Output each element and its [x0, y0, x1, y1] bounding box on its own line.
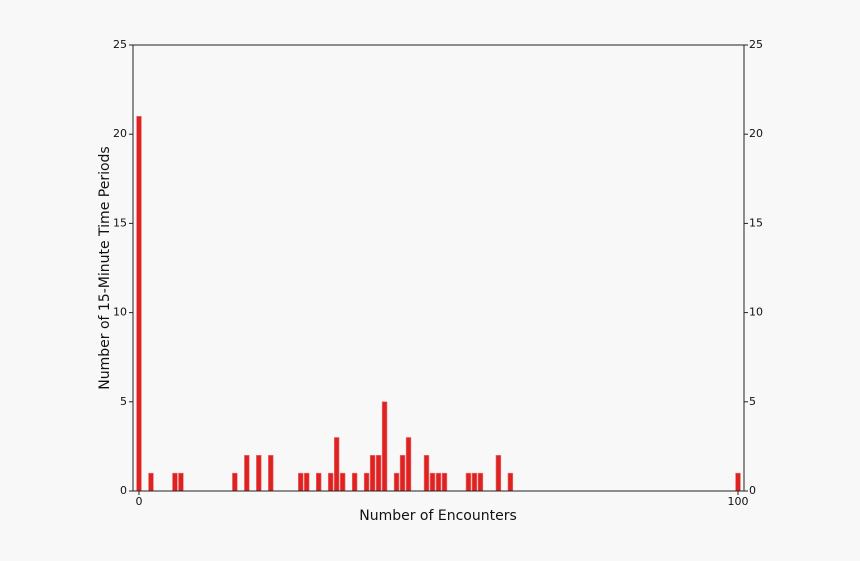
y2-tick-label: 15 [749, 216, 763, 229]
bar [136, 116, 142, 492]
bar [495, 455, 502, 492]
bar [339, 472, 346, 492]
bar [268, 455, 274, 492]
plot-frame [132, 44, 745, 492]
y-tick-label: 15 [113, 216, 127, 229]
bar [172, 472, 178, 492]
bar [315, 472, 322, 492]
x-tick-label: 0 [135, 495, 142, 508]
bar [369, 455, 376, 492]
bar [471, 472, 478, 492]
y-tick-label: 25 [113, 38, 127, 51]
bar [333, 437, 340, 492]
y-tick-label: 5 [120, 395, 127, 408]
y2-tick-label: 10 [749, 306, 763, 319]
y-tick-label: 10 [113, 306, 127, 319]
y2-tick-label: 0 [749, 484, 756, 497]
bar [232, 472, 238, 492]
bar [363, 472, 370, 492]
bar [178, 472, 184, 492]
bar [405, 437, 412, 492]
bar [381, 401, 388, 492]
bar [298, 472, 304, 492]
bar [351, 472, 358, 492]
bar [477, 472, 484, 492]
bar [735, 472, 741, 492]
y2-tick-label: 25 [749, 38, 763, 51]
y-tick-label: 0 [120, 484, 127, 497]
bar [399, 455, 406, 492]
bar [327, 472, 334, 492]
bar [393, 472, 400, 492]
x-axis-label: Number of Encounters [359, 508, 517, 524]
bar [244, 455, 250, 492]
x-tick-label: 100 [728, 495, 749, 508]
bar [441, 472, 448, 492]
y2-tick-label: 5 [749, 395, 756, 408]
y-tick-label: 20 [113, 127, 127, 140]
bar [148, 472, 154, 492]
bar [507, 472, 514, 492]
bar [256, 455, 262, 492]
bar [435, 472, 442, 492]
y-axis-label: Number of 15-Minute Time Periods [97, 146, 113, 389]
y2-tick-label: 20 [749, 127, 763, 140]
bar [465, 472, 472, 492]
bar [375, 455, 382, 492]
bar [304, 472, 310, 492]
bar [423, 455, 430, 492]
bar [429, 472, 436, 492]
